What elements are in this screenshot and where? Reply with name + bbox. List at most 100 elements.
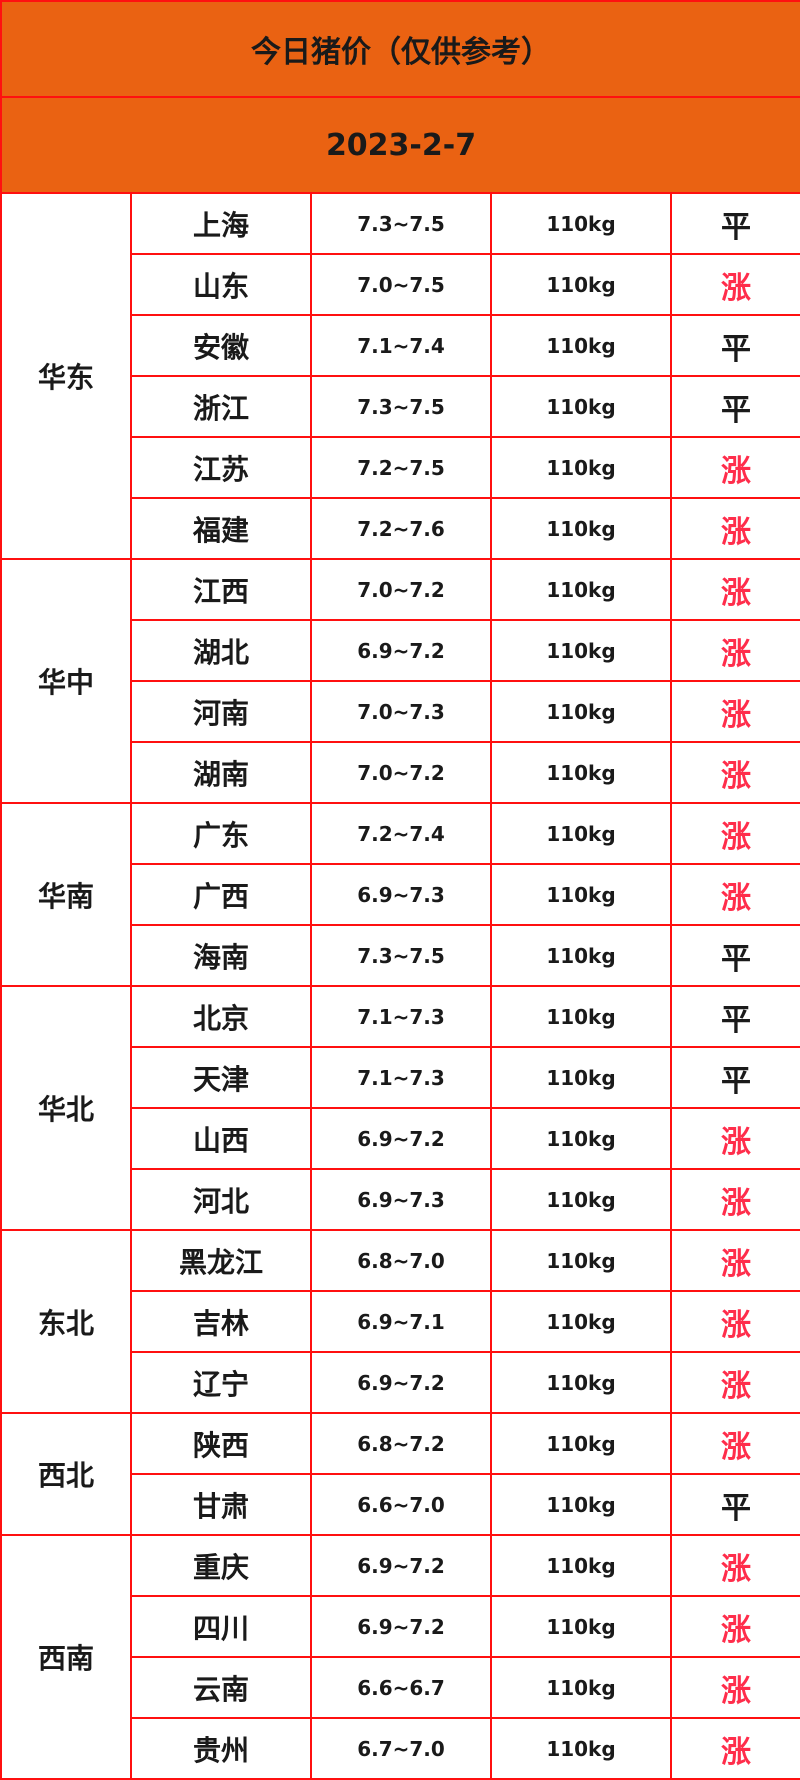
price-range: 6.9~7.2 bbox=[310, 619, 492, 682]
region-name: 华中 bbox=[0, 558, 132, 804]
weight: 110kg bbox=[490, 253, 672, 316]
table-row: 华南 广东 7.2~7.4 110kg 涨 bbox=[0, 802, 800, 987]
weight: 110kg bbox=[490, 619, 672, 682]
province-name: 河北 bbox=[130, 1168, 312, 1231]
trend-indicator: 涨 bbox=[669, 1168, 800, 1231]
price-range: 6.8~7.2 bbox=[310, 1412, 492, 1475]
table-row: 安徽 7.1~7.4 110kg 平 bbox=[1, 314, 800, 377]
trend-indicator: 涨 bbox=[669, 802, 800, 865]
province-name: 湖北 bbox=[130, 619, 312, 682]
province-name: 上海 bbox=[130, 192, 312, 255]
price-range: 6.7~7.0 bbox=[310, 1717, 492, 1780]
weight: 110kg bbox=[490, 1473, 672, 1536]
province-name: 安徽 bbox=[130, 314, 312, 377]
weight: 110kg bbox=[490, 1534, 672, 1597]
province-name: 天津 bbox=[130, 1046, 312, 1109]
trend-indicator: 涨 bbox=[669, 619, 800, 682]
trend-indicator: 平 bbox=[669, 192, 800, 255]
province-name: 重庆 bbox=[130, 1534, 312, 1597]
table-row: 河南 7.0~7.3 110kg 涨 bbox=[1, 680, 800, 743]
weight: 110kg bbox=[490, 1290, 672, 1353]
price-range: 6.9~7.2 bbox=[310, 1534, 492, 1597]
province-name: 海南 bbox=[130, 924, 312, 987]
province-name: 广西 bbox=[130, 863, 312, 926]
price-range: 6.9~7.3 bbox=[310, 1168, 492, 1231]
price-range: 7.3~7.5 bbox=[310, 924, 492, 987]
table-row: 吉林 6.9~7.1 110kg 涨 bbox=[1, 1290, 800, 1353]
province-name: 四川 bbox=[130, 1595, 312, 1658]
trend-indicator: 涨 bbox=[669, 1595, 800, 1658]
trend-indicator: 平 bbox=[669, 924, 800, 987]
weight: 110kg bbox=[490, 1595, 672, 1658]
table-row: 西北 陕西 6.8~7.2 110kg 涨 bbox=[0, 1412, 800, 1536]
trend-indicator: 涨 bbox=[669, 558, 800, 621]
weight: 110kg bbox=[490, 192, 672, 255]
weight: 110kg bbox=[490, 375, 672, 438]
trend-indicator: 涨 bbox=[669, 1290, 800, 1353]
trend-indicator: 涨 bbox=[669, 436, 800, 499]
price-range: 7.0~7.5 bbox=[310, 253, 492, 316]
table-row: 华东 上海 7.3~7.5 110kg 平 bbox=[0, 192, 800, 560]
table-row: 华中 江西 7.0~7.2 110kg 涨 bbox=[0, 558, 800, 804]
trend-indicator: 涨 bbox=[669, 497, 800, 560]
trend-indicator: 涨 bbox=[669, 1717, 800, 1780]
trend-indicator: 涨 bbox=[669, 1351, 800, 1414]
price-range: 6.6~7.0 bbox=[310, 1473, 492, 1536]
province-name: 江苏 bbox=[130, 436, 312, 499]
table-row: 西南 重庆 6.9~7.2 110kg 涨 bbox=[0, 1534, 800, 1780]
price-range: 7.3~7.5 bbox=[310, 192, 492, 255]
weight: 110kg bbox=[490, 436, 672, 499]
region-name: 华南 bbox=[0, 802, 132, 987]
region-name: 西北 bbox=[0, 1412, 132, 1536]
trend-indicator: 涨 bbox=[669, 1656, 800, 1719]
table-row: 四川 6.9~7.2 110kg 涨 bbox=[1, 1595, 800, 1658]
province-name: 浙江 bbox=[130, 375, 312, 438]
table-row: 河北 6.9~7.3 110kg 涨 bbox=[1, 1168, 800, 1231]
weight: 110kg bbox=[490, 1107, 672, 1170]
province-name: 辽宁 bbox=[130, 1351, 312, 1414]
price-range: 6.6~6.7 bbox=[310, 1656, 492, 1719]
region-name: 西南 bbox=[0, 1534, 132, 1780]
region-name: 华东 bbox=[0, 192, 132, 560]
province-name: 湖南 bbox=[130, 741, 312, 804]
table-row: 湖北 6.9~7.2 110kg 涨 bbox=[1, 619, 800, 682]
trend-indicator: 涨 bbox=[669, 1534, 800, 1597]
province-name: 福建 bbox=[130, 497, 312, 560]
price-range: 7.2~7.6 bbox=[310, 497, 492, 560]
trend-indicator: 平 bbox=[669, 1473, 800, 1536]
table-title: 今日猪价（仅供参考） bbox=[0, 0, 800, 98]
province-name: 吉林 bbox=[130, 1290, 312, 1353]
price-range: 7.2~7.4 bbox=[310, 802, 492, 865]
price-range: 6.9~7.2 bbox=[310, 1595, 492, 1658]
trend-indicator: 涨 bbox=[669, 680, 800, 743]
province-name: 广东 bbox=[130, 802, 312, 865]
province-name: 黑龙江 bbox=[130, 1229, 312, 1292]
table-date: 2023-2-7 bbox=[0, 96, 800, 194]
weight: 110kg bbox=[490, 1656, 672, 1719]
weight: 110kg bbox=[490, 1229, 672, 1292]
trend-indicator: 平 bbox=[669, 314, 800, 377]
trend-indicator: 涨 bbox=[669, 1107, 800, 1170]
weight: 110kg bbox=[490, 1046, 672, 1109]
price-range: 6.9~7.2 bbox=[310, 1107, 492, 1170]
table-row: 云南 6.6~6.7 110kg 涨 bbox=[1, 1656, 800, 1719]
province-name: 山东 bbox=[130, 253, 312, 316]
table-row: 辽宁 6.9~7.2 110kg 涨 bbox=[1, 1351, 800, 1414]
trend-indicator: 平 bbox=[669, 375, 800, 438]
table-row: 贵州 6.7~7.0 110kg 涨 bbox=[1, 1717, 800, 1780]
province-name: 甘肃 bbox=[130, 1473, 312, 1536]
weight: 110kg bbox=[490, 1412, 672, 1475]
province-name: 陕西 bbox=[130, 1412, 312, 1475]
weight: 110kg bbox=[490, 924, 672, 987]
weight: 110kg bbox=[490, 1168, 672, 1231]
weight: 110kg bbox=[490, 497, 672, 560]
price-range: 6.8~7.0 bbox=[310, 1229, 492, 1292]
price-range: 6.9~7.2 bbox=[310, 1351, 492, 1414]
region-name: 东北 bbox=[0, 1229, 132, 1414]
region-name: 华北 bbox=[0, 985, 132, 1231]
province-name: 河南 bbox=[130, 680, 312, 743]
weight: 110kg bbox=[490, 985, 672, 1048]
table-row: 海南 7.3~7.5 110kg 平 bbox=[1, 924, 800, 987]
trend-indicator: 涨 bbox=[669, 741, 800, 804]
